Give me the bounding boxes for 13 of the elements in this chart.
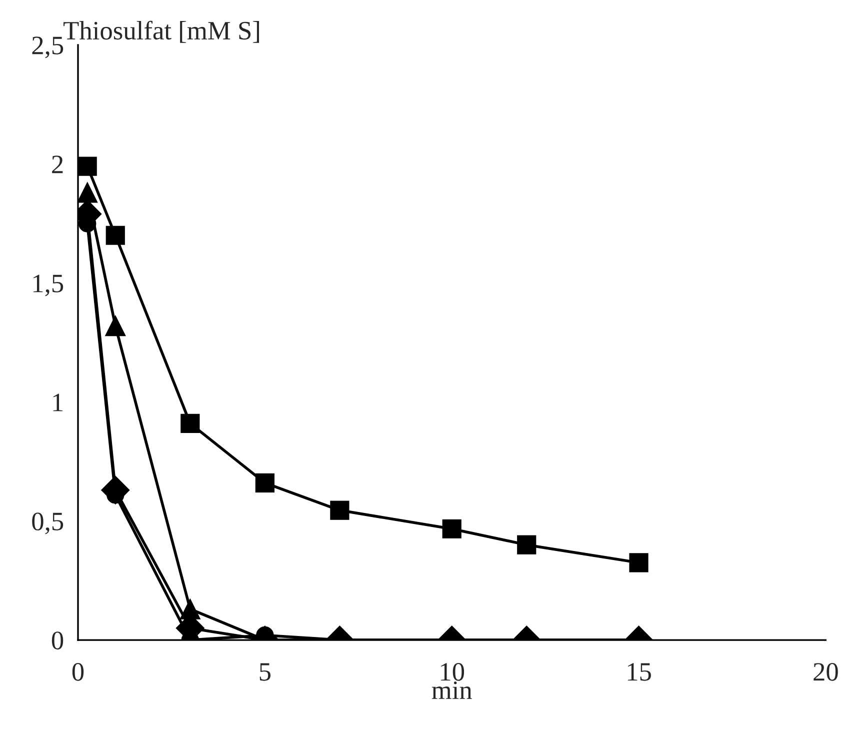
x-axis-title: min [432, 681, 472, 699]
y-tick-label: 2,5 [32, 36, 64, 58]
y-tick-label: 2 [52, 156, 63, 174]
y-tick-label: 1 [53, 394, 63, 412]
y-axis-title: Thiosulfat [mM S] [64, 20, 259, 43]
y-tick-label: 0,5 [32, 512, 64, 534]
x-tick-label: 15 [628, 663, 651, 681]
x-tick-label: 5 [260, 663, 270, 681]
x-tick-label: 0 [72, 663, 84, 681]
y-tick-label: 0 [52, 632, 64, 650]
x-tick-label: 10 [440, 663, 464, 681]
x-tick-label: 20 [814, 663, 838, 681]
y-tick-label: 1,5 [33, 274, 64, 296]
